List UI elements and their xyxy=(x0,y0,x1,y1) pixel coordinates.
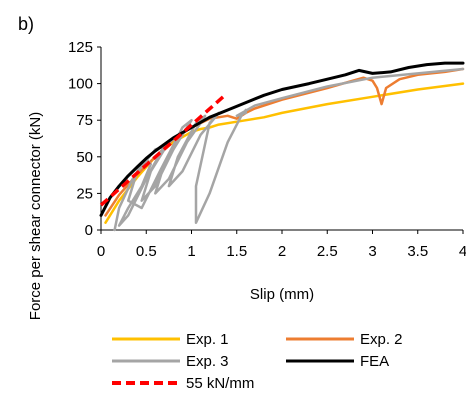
y-tick-label: 100 xyxy=(68,76,93,93)
y-tick-label: 125 xyxy=(68,39,93,56)
x-tick-label: 0 xyxy=(97,243,105,260)
legend-label-0: Exp. 1 xyxy=(186,331,229,348)
series-line-2 xyxy=(113,67,465,232)
series-line-3 xyxy=(99,61,465,217)
y-tick-labels: 0 25 50 75 100 125 xyxy=(68,39,101,239)
x-tick-label: 0.5 xyxy=(136,243,157,260)
legend: Exp. 1 Exp. 2 Exp. 3 FEA 55 kN/mm xyxy=(112,331,403,392)
y-tick-label: 50 xyxy=(76,149,93,166)
x-tick-label: 3.5 xyxy=(407,243,428,260)
x-tick-label: 2 xyxy=(278,243,286,260)
x-tick-labels: 0 0.5 1 1.5 2 2.5 3 3.5 4 xyxy=(97,230,466,260)
x-tick-label: 1 xyxy=(187,243,195,260)
x-axis-label: Slip (mm) xyxy=(250,286,314,303)
legend-label-3: FEA xyxy=(360,353,389,370)
panel-label: b) xyxy=(18,14,34,34)
x-tick-label: 4 xyxy=(459,243,466,260)
plot-area: 0 25 50 75 100 125 0 0.5 1 1.5 2 2.5 3 3.5 4 xyxy=(68,39,466,260)
series-lines xyxy=(99,61,465,232)
y-tick-label: 75 xyxy=(76,112,93,129)
x-tick-label: 3 xyxy=(368,243,376,260)
y-axis-label: Force per shear connector (kN) xyxy=(27,112,44,320)
legend-label-1: Exp. 2 xyxy=(360,331,403,348)
x-tick-label: 2.5 xyxy=(317,243,338,260)
x-tick-label: 1.5 xyxy=(226,243,247,260)
y-tick-label: 0 xyxy=(85,222,93,239)
legend-label-2: Exp. 3 xyxy=(186,353,229,370)
y-tick-label: 25 xyxy=(76,185,93,202)
legend-label-4: 55 kN/mm xyxy=(186,375,254,392)
